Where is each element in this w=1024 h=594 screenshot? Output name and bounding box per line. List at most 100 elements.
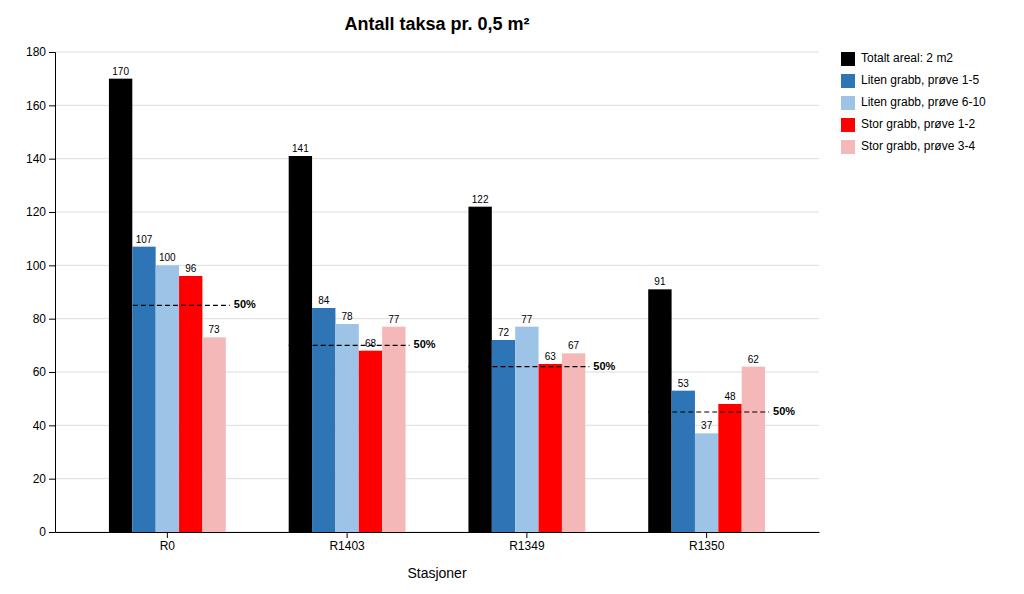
y-tick: 40: [33, 419, 55, 433]
title: Antall taksa pr. 0,5 m²: [344, 14, 529, 34]
legend-swatch: [841, 118, 855, 132]
reference-line: [109, 305, 230, 306]
bar-series: [156, 265, 719, 532]
data-label: 73: [209, 324, 221, 335]
reference-label: 50%: [234, 298, 256, 310]
x-tick-mark: [526, 532, 527, 538]
y-tick: 160: [26, 99, 55, 113]
y-tick-mark: [49, 212, 55, 213]
data-label: 72: [498, 327, 510, 338]
bar-series: [202, 327, 765, 532]
data-label: 170: [112, 66, 129, 77]
texts: 170 141 122 91 107 84 72 53 100 78 77 37 96 68 63 48 73 7…: [112, 66, 795, 432]
data-label: 62: [748, 354, 760, 365]
grid-line: [55, 158, 819, 159]
data-label: 84: [318, 295, 330, 306]
legend-label: Totalt areal: 2 m2: [861, 51, 953, 65]
y-tick-mark: [49, 319, 55, 320]
data-label: 37: [701, 420, 713, 431]
y-tick-label: 40: [33, 419, 47, 433]
x-tick-label: R1350: [689, 539, 725, 553]
data-label: 77: [388, 314, 400, 325]
grid-line: [55, 212, 819, 213]
bar: [492, 340, 515, 532]
data-label: 68: [365, 338, 377, 349]
bar: [132, 247, 155, 532]
y-tick: 60: [33, 365, 55, 379]
bar-series: [109, 79, 672, 532]
data-label: 67: [568, 340, 580, 351]
y-tick-mark: [49, 372, 55, 373]
plot: 170 141 122 91 107 84 72 53 100 78 77 37 96 68 63 48 73 7…: [26, 45, 986, 581]
legend-item: Liten grabb, prøve 6-10: [841, 95, 986, 110]
x-tick-mark: [706, 532, 707, 538]
y-tick-label: 140: [26, 152, 46, 166]
y-tick-label: 180: [26, 45, 46, 59]
reference-label: 50%: [773, 405, 795, 417]
y-tick-label: 120: [26, 205, 46, 219]
y-tick-label: 80: [33, 312, 47, 326]
legend-item: Liten grabb, prøve 1-5: [841, 73, 979, 88]
data-label: 63: [545, 351, 557, 362]
bar: [179, 276, 202, 532]
legend-swatch: [841, 52, 855, 66]
y-tick-mark: [49, 265, 55, 266]
bar: [742, 367, 765, 532]
bar: [359, 351, 382, 532]
x-tick: R1403: [329, 532, 365, 553]
reference-label: 50%: [414, 338, 436, 350]
bar-series: [132, 247, 695, 532]
data-label: 122: [472, 194, 489, 205]
data-label: 48: [724, 391, 736, 402]
bar: [539, 364, 562, 532]
bar: [468, 207, 491, 532]
y-axis: 020406080100120140160180: [26, 45, 56, 539]
data-label: 91: [654, 276, 666, 287]
data-label: 96: [185, 263, 197, 274]
reference-label: 50%: [593, 360, 615, 372]
data-label: 100: [159, 252, 176, 263]
bar: [718, 404, 741, 532]
legend-swatch: [841, 74, 855, 88]
bar: [312, 308, 335, 532]
legend-item: Totalt areal: 2 m2: [841, 51, 953, 66]
y-tick: 20: [33, 472, 55, 486]
bar: [289, 156, 312, 532]
x-tick: R1350: [689, 532, 725, 553]
legend: Totalt areal: 2 m2 Liten grabb, prøve 1-5…: [841, 51, 986, 154]
y-tick: 80: [33, 312, 55, 326]
data-label: 53: [678, 378, 690, 389]
y-tick: 140: [26, 152, 55, 166]
grid-line: [55, 52, 819, 53]
data-label: 107: [136, 234, 153, 245]
legend-label: Stor grabb, prøve 1-2: [861, 117, 975, 131]
y-tick: 120: [26, 205, 55, 219]
x-axis: R0 R1403 R1349 R1350: [56, 532, 820, 553]
y-tick: 100: [26, 259, 55, 273]
y-tick-mark: [49, 425, 55, 426]
y-tick-label: 160: [26, 99, 46, 113]
x-tick: R0: [160, 532, 176, 553]
y-tick-label: 100: [26, 259, 46, 273]
legend-label: Liten grabb, prøve 6-10: [861, 95, 986, 109]
x-axis-title: Stasjoner: [407, 565, 466, 581]
x-tick-label: R0: [160, 539, 176, 553]
data-label: 78: [342, 311, 354, 322]
data-label: 141: [292, 143, 309, 154]
grid: [55, 52, 819, 532]
data-label: 77: [521, 314, 533, 325]
grid-line: [55, 105, 819, 106]
y-tick-mark: [49, 105, 55, 106]
bar: [562, 353, 585, 532]
bar: [382, 327, 405, 532]
x-tick-label: R1403: [329, 539, 365, 553]
legend-label: Stor grabb, prøve 3-4: [861, 139, 975, 153]
y-tick-mark: [49, 159, 55, 160]
bar-series: [179, 276, 742, 532]
x-tick: R1349: [509, 532, 545, 553]
bar: [515, 327, 538, 532]
chart-svg: 170 141 122 91 107 84 72 53 100 78 77 37 96 68 63 48 73 7…: [0, 0, 1024, 594]
legend-swatch: [841, 140, 855, 154]
y-axis-line: [49, 53, 56, 533]
y-tick-mark: [49, 479, 55, 480]
